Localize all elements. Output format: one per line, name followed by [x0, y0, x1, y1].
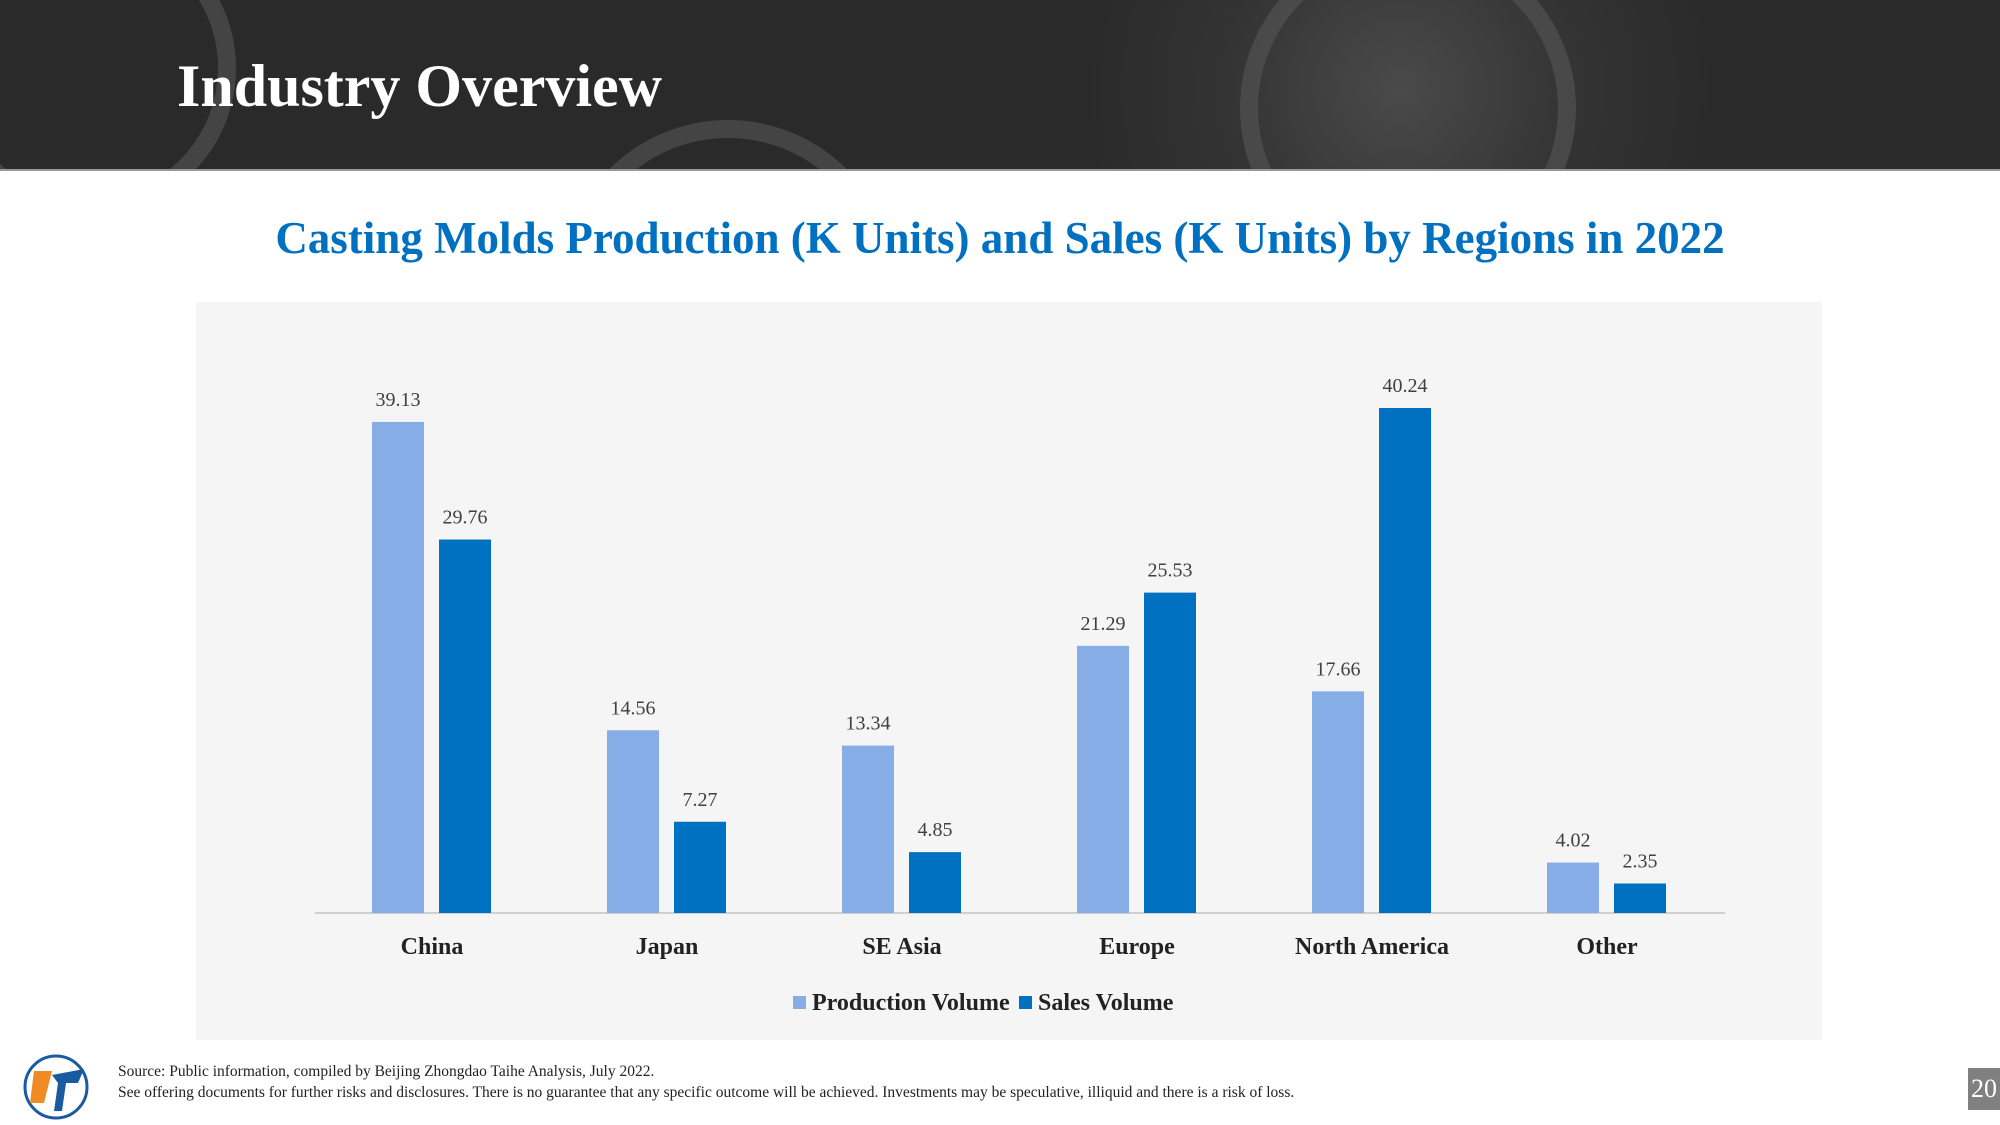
page-number: 20: [1968, 1068, 2000, 1110]
legend-label: Sales Volume: [1038, 990, 1174, 1016]
bar-chart: 39.13 29.76 China 14.56 7.27 Japan 13.34 4.85 SE…: [315, 375, 1725, 1016]
bar-sales: [1144, 592, 1196, 913]
bar-production: [842, 745, 894, 913]
chart-panel: 39.13 29.76 China 14.56 7.27 Japan 13.34 4.85 SE…: [196, 302, 1822, 1040]
chart-title: Casting Molds Production (K Units) and S…: [275, 213, 1725, 263]
category-label: China: [401, 934, 464, 960]
gear-decoration: [560, 120, 896, 169]
data-label: 4.02: [1556, 830, 1591, 852]
company-logo: [23, 1054, 89, 1120]
data-label: 21.29: [1081, 613, 1126, 635]
bar-production: [372, 421, 424, 913]
legend-swatch: [793, 996, 806, 1009]
header-banner: Industry Overview: [0, 0, 2000, 171]
bar-sales: [439, 539, 491, 913]
category-label: SE Asia: [862, 934, 941, 960]
legend-swatch: [1019, 996, 1032, 1009]
data-label: 40.24: [1383, 375, 1428, 397]
page-title: Industry Overview: [177, 53, 662, 119]
data-label: 17.66: [1316, 658, 1361, 680]
gear-decoration: [1240, 0, 1576, 169]
bar-production: [1312, 691, 1364, 913]
bar-sales: [1379, 408, 1431, 913]
data-label: 4.85: [918, 819, 953, 841]
bar-sales: [674, 821, 726, 913]
bar-production: [607, 730, 659, 913]
category-label: North America: [1295, 934, 1449, 960]
bar-sales: [909, 852, 961, 913]
data-label: 13.34: [846, 713, 891, 735]
data-label: 14.56: [611, 697, 656, 719]
bar-production: [1077, 645, 1129, 913]
data-label: 2.35: [1623, 851, 1658, 873]
legend-label: Production Volume: [812, 990, 1010, 1016]
disclaimer: See offering documents for further risks…: [118, 1084, 1295, 1101]
data-label: 25.53: [1148, 560, 1193, 582]
bar-sales: [1614, 883, 1666, 913]
data-label: 39.13: [376, 389, 421, 411]
category-label: Europe: [1099, 934, 1175, 960]
source-note: Source: Public information, compiled by …: [118, 1063, 655, 1080]
data-label: 7.27: [683, 789, 718, 811]
bar-production: [1547, 862, 1599, 913]
category-label: Other: [1576, 934, 1638, 960]
data-label: 29.76: [443, 507, 488, 529]
category-label: Japan: [636, 934, 699, 960]
